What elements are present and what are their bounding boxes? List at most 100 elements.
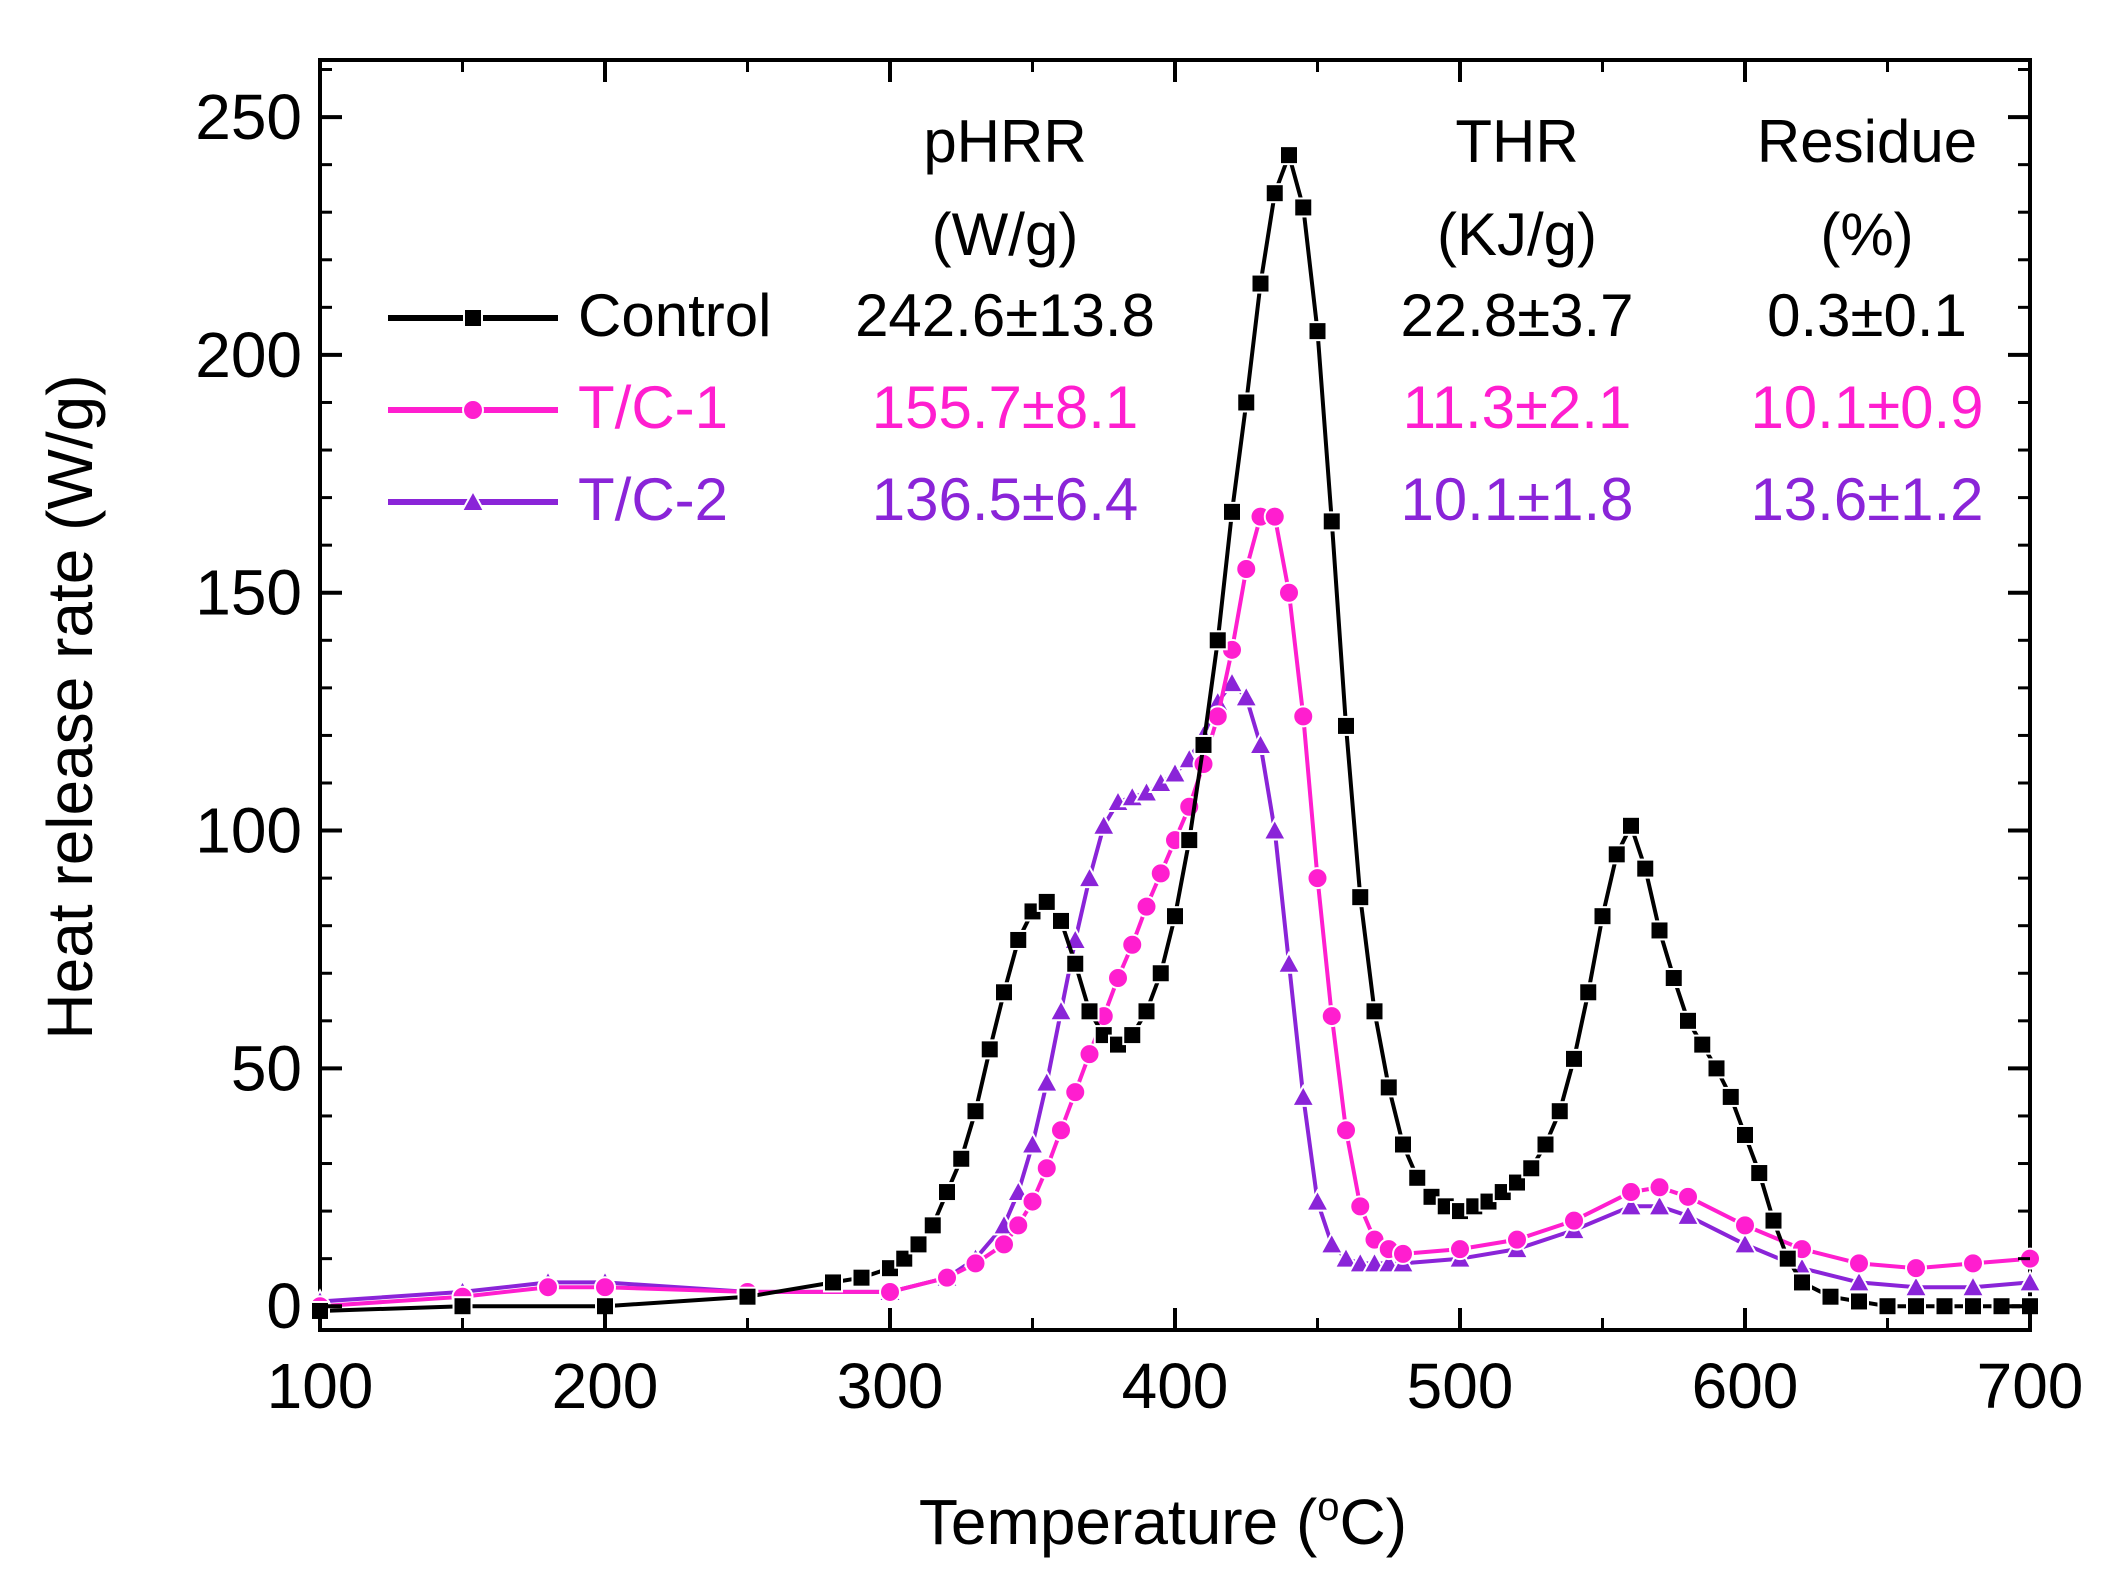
data-point bbox=[936, 1266, 958, 1289]
legend-label: Control bbox=[578, 282, 771, 349]
data-point bbox=[879, 1280, 901, 1303]
table-cell-residue: 0.3±0.1 bbox=[1767, 282, 1967, 349]
header-phrr-line1: pHRR bbox=[923, 108, 1086, 175]
data-point bbox=[1692, 1034, 1713, 1055]
data-point bbox=[1620, 1181, 1642, 1204]
data-point bbox=[1279, 145, 1299, 166]
y-tick-label: 0 bbox=[266, 1270, 302, 1342]
header-residue-line2: (%) bbox=[1820, 201, 1913, 268]
table-cell-thr: 10.1±1.8 bbox=[1400, 466, 1633, 533]
data-point bbox=[851, 1267, 872, 1288]
data-point bbox=[1578, 982, 1599, 1003]
x-axis-title-sup: o bbox=[1317, 1485, 1339, 1529]
table-cell-phrr: 155.7±8.1 bbox=[872, 374, 1138, 441]
data-point bbox=[452, 1296, 473, 1317]
data-point bbox=[1050, 1119, 1072, 1142]
data-point bbox=[964, 1252, 987, 1275]
y-tick-label: 250 bbox=[195, 81, 302, 153]
ticks-group: 100 200 300 400 500 600 700 0 50 100 150 200 250 bbox=[195, 60, 2083, 1422]
x-axis-title-main: Temperature ( bbox=[919, 1486, 1317, 1558]
legend-item: Control 242.6±13.8 22.8±3.7 0.3±0.1 bbox=[388, 282, 1967, 349]
data-point bbox=[1906, 1296, 1926, 1317]
data-point bbox=[1021, 1190, 1044, 1213]
data-point bbox=[1162, 760, 1188, 784]
x-tick-label: 600 bbox=[1692, 1350, 1799, 1422]
data-point bbox=[1393, 1134, 1413, 1155]
header-phrr-line2: (W/g) bbox=[932, 201, 1079, 268]
data-point bbox=[1706, 1058, 1727, 1079]
data-point bbox=[1008, 929, 1029, 950]
data-point bbox=[1521, 1158, 1542, 1179]
data-point bbox=[2017, 1269, 2043, 1293]
data-point bbox=[1290, 1083, 1316, 1107]
data-point bbox=[1350, 887, 1371, 908]
x-tick-label: 400 bbox=[1122, 1350, 1229, 1422]
data-point bbox=[1720, 1086, 1741, 1107]
header-thr-line2: (KJ/g) bbox=[1437, 201, 1597, 268]
data-point bbox=[1606, 844, 1627, 865]
data-point bbox=[1034, 1069, 1060, 1093]
x-tick-label: 300 bbox=[837, 1350, 944, 1422]
y-tick-label: 200 bbox=[195, 319, 302, 391]
data-point bbox=[1903, 1274, 1929, 1298]
data-point bbox=[1678, 1010, 1698, 1031]
data-point bbox=[1150, 963, 1171, 984]
x-tick-label: 500 bbox=[1407, 1350, 1514, 1422]
data-point bbox=[1592, 906, 1613, 927]
data-point bbox=[737, 1286, 758, 1307]
data-point bbox=[1264, 183, 1285, 204]
data-point bbox=[994, 982, 1014, 1003]
data-point bbox=[1135, 895, 1158, 918]
legend-marker bbox=[463, 308, 483, 328]
data-point bbox=[1319, 1231, 1345, 1255]
data-point bbox=[937, 1182, 957, 1203]
legend-item: T/C-2 136.5±6.4 10.1±1.8 13.6±1.2 bbox=[388, 466, 1984, 533]
data-point bbox=[1206, 705, 1229, 728]
data-point bbox=[1963, 1296, 1983, 1317]
plot-frame-group bbox=[318, 58, 2032, 1332]
data-point bbox=[1076, 865, 1103, 889]
data-point bbox=[1905, 1257, 1927, 1280]
data-point bbox=[1663, 968, 1684, 989]
data-point bbox=[1820, 1286, 1841, 1307]
data-point bbox=[1732, 1231, 1758, 1255]
series-control bbox=[310, 145, 2040, 1321]
table-cell-thr: 11.3±2.1 bbox=[1403, 374, 1632, 441]
data-point bbox=[1036, 891, 1057, 912]
table-cell-phrr: 136.5±6.4 bbox=[872, 466, 1138, 533]
data-point bbox=[965, 1101, 986, 1122]
data-point bbox=[1035, 1157, 1058, 1180]
legend-label: T/C-2 bbox=[578, 466, 728, 533]
data-point bbox=[1646, 1193, 1673, 1217]
x-tick-label: 100 bbox=[267, 1350, 374, 1422]
data-point bbox=[1250, 273, 1271, 294]
legend-marker bbox=[460, 488, 486, 512]
series-group bbox=[307, 145, 2043, 1321]
x-tick-label: 700 bbox=[1977, 1350, 2084, 1422]
data-point bbox=[1236, 392, 1257, 413]
legend-item: T/C-1 155.7±8.1 11.3±2.1 10.1±0.9 bbox=[388, 374, 1984, 441]
data-point bbox=[1563, 1209, 1585, 1232]
data-point bbox=[1349, 1195, 1372, 1218]
data-point bbox=[1392, 1242, 1414, 1265]
data-point bbox=[1065, 953, 1086, 974]
data-point bbox=[1407, 1167, 1428, 1188]
data-point bbox=[1506, 1228, 1528, 1251]
data-point bbox=[1165, 906, 1185, 927]
data-point bbox=[1122, 1025, 1143, 1046]
data-point bbox=[1007, 1214, 1030, 1237]
data-point bbox=[1233, 684, 1259, 708]
data-point bbox=[1675, 1202, 1701, 1226]
data-point bbox=[1364, 1001, 1385, 1022]
table-cell-residue: 13.6±1.2 bbox=[1750, 466, 1983, 533]
data-point bbox=[1777, 1248, 1798, 1269]
data-point bbox=[1079, 1001, 1100, 1022]
data-point bbox=[1763, 1210, 1784, 1231]
data-point bbox=[922, 1215, 943, 1236]
x-axis-title: Temperature (oC) bbox=[919, 1485, 1407, 1558]
x-axis-title-end: C) bbox=[1340, 1486, 1408, 1558]
data-point bbox=[1091, 812, 1117, 836]
data-point bbox=[1222, 501, 1242, 522]
data-point bbox=[979, 1039, 1000, 1060]
